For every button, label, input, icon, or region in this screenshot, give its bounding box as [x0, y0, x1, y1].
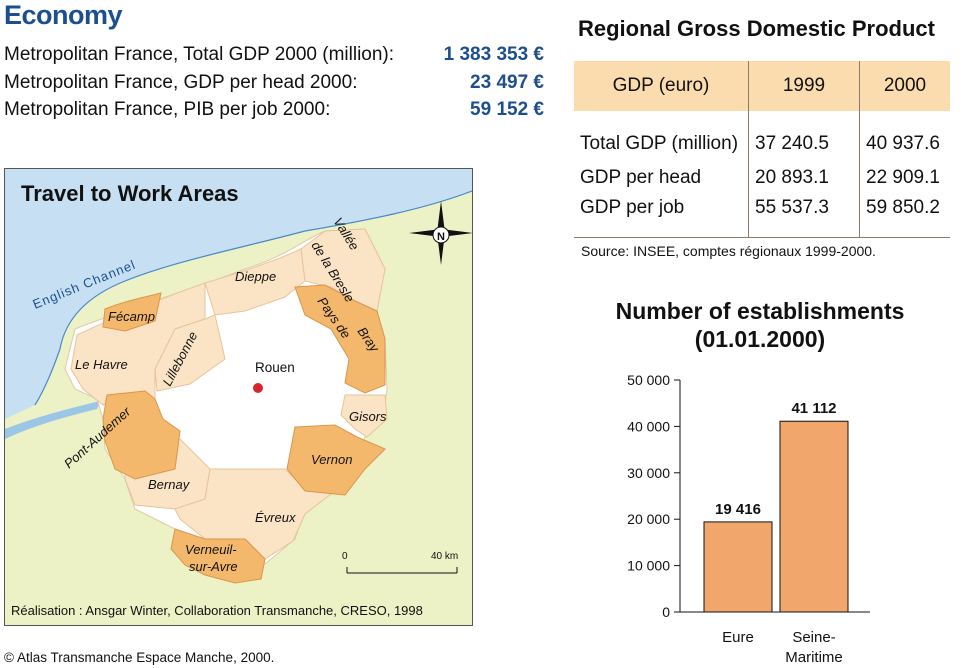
- stat-label-gdp-per-head: Metropolitan France, GDP per head 2000:: [4, 72, 358, 93]
- map-canvas: Fécamp Le Havre Lillebonne Dieppe Vallée…: [5, 169, 472, 625]
- area-gisors: [340, 394, 388, 438]
- label-evreux: Évreux: [255, 510, 296, 525]
- establishments-chart: 0 10 000 20 000 30 000 40 000 50 000 19 416 Eur…: [627, 372, 870, 665]
- area-lillebonne: [154, 314, 226, 392]
- table-cell: 22 909.1: [859, 161, 950, 195]
- y-tick-label: 0: [662, 604, 670, 620]
- scale-bar: 0 40 km: [342, 551, 458, 574]
- table-cell: 20 893.1: [748, 161, 860, 195]
- atlas-credit: © Atlas Transmanche Espace Manche, 2000.: [4, 650, 275, 665]
- gdp-table-header-1999: 1999: [748, 61, 860, 111]
- bar: [703, 521, 773, 613]
- label-rouen: Rouen: [255, 360, 295, 375]
- label-fecamp: Fécamp: [108, 309, 155, 324]
- stat-value-gdp-per-head: 23 497 €: [470, 72, 544, 93]
- gdp-table-spacer: [574, 111, 950, 127]
- table-cell: 59 850.2: [859, 195, 950, 238]
- compass-icon: N: [409, 201, 472, 265]
- bar-value-label: 19 416: [715, 501, 761, 518]
- scale-start: 0: [342, 551, 348, 562]
- table-cell: Total GDP (million): [580, 133, 739, 154]
- bar: [779, 420, 849, 613]
- chart-title-line-2: (01.01.2000): [694, 326, 826, 352]
- table-cell: 40 937.6: [859, 127, 950, 161]
- table-cell: GDP per head: [580, 167, 702, 188]
- x-tick-label: Eure: [722, 629, 754, 646]
- bar-value-label: 41 112: [791, 400, 836, 417]
- seine-estuary: [5, 401, 100, 439]
- area-dieppe: [204, 248, 306, 316]
- y-tick-label: 50 000: [627, 372, 670, 388]
- area-fecamp: [102, 292, 162, 332]
- y-tick-label: 40 000: [627, 418, 670, 434]
- table-cell: GDP per job: [574, 195, 749, 238]
- gdp-table-header-label: GDP (euro): [574, 61, 749, 111]
- chart-title-line-1: Number of establishments: [615, 298, 905, 324]
- stat-value-total-gdp: 1 383 353 €: [443, 44, 544, 65]
- gdp-table: GDP (euro) 1999 2000 Total GDP (million)…: [574, 61, 950, 238]
- label-verneuil-2: sur-Avre: [189, 559, 238, 574]
- table-cell: 37 240.5: [748, 127, 860, 161]
- compass-letter: N: [437, 231, 445, 243]
- area-vernon: [286, 424, 386, 496]
- table-row: GDP per head 20 893.1 22 909.1: [574, 161, 950, 195]
- x-tick-label: Maritime: [785, 649, 843, 665]
- table-row: GDP per job 55 537.3 59 850.2: [574, 195, 950, 238]
- label-gisors: Gisors: [349, 409, 387, 424]
- area-pont-audemer: [102, 390, 181, 480]
- chart-title: Number of establishments (01.01.2000): [600, 297, 920, 353]
- rouen-dot: [253, 383, 263, 393]
- travel-to-work-map: Fécamp Le Havre Lillebonne Dieppe Vallée…: [4, 168, 473, 626]
- label-dieppe: Dieppe: [235, 269, 276, 284]
- x-tick-label: Seine-: [792, 629, 835, 646]
- label-bernay: Bernay: [148, 477, 191, 492]
- stat-label-total-gdp: Metropolitan France, Total GDP 2000 (mil…: [4, 44, 395, 65]
- table-row: Total GDP (million) 37 240.5 40 937.6: [574, 127, 950, 161]
- scale-end: 40 km: [431, 551, 458, 562]
- label-verneuil-1: Verneuil-: [185, 542, 237, 557]
- y-tick-label: 30 000: [627, 465, 670, 481]
- y-tick-label: 10 000: [627, 558, 670, 574]
- area-verneuil: [170, 528, 266, 584]
- economy-title: Economy: [4, 0, 123, 30]
- label-le-havre: Le Havre: [75, 357, 128, 372]
- gdp-table-source: Source: INSEE, comptes régionaux 1999-20…: [581, 243, 876, 259]
- map-title: Travel to Work Areas: [21, 181, 239, 206]
- gdp-table-header-2000: 2000: [859, 61, 950, 111]
- label-vernon: Vernon: [311, 452, 352, 467]
- coastline: [34, 190, 472, 406]
- map-credit: Réalisation : Ansgar Winter, Collaborati…: [11, 603, 423, 618]
- gdp-table-header-row: GDP (euro) 1999 2000: [574, 61, 950, 111]
- gdp-table-title: Regional Gross Domestic Product: [578, 16, 935, 41]
- stat-label-pib-per-job: Metropolitan France, PIB per job 2000:: [4, 99, 331, 120]
- area-pays-de-bray: [294, 284, 386, 394]
- stat-value-pib-per-job: 59 152 €: [470, 99, 544, 120]
- table-cell: 55 537.3: [748, 195, 860, 238]
- sea-area: [5, 169, 472, 419]
- y-tick-label: 20 000: [627, 511, 670, 527]
